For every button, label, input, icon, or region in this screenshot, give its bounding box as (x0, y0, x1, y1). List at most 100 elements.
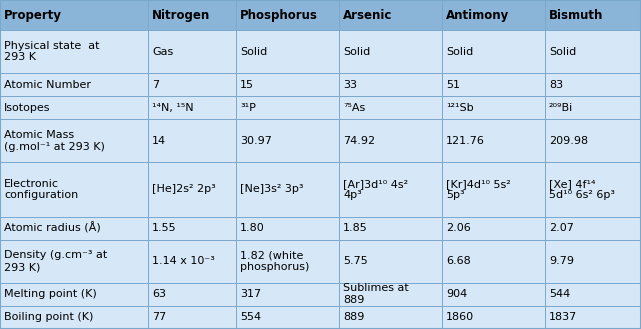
Bar (0, 119, 148, 162)
Text: 14: 14 (152, 136, 166, 146)
Bar (148, 283, 236, 306)
Bar (545, 119, 641, 162)
Bar (339, 216, 442, 240)
Text: 63: 63 (152, 289, 166, 299)
Bar (236, 73, 339, 96)
Text: 121.76: 121.76 (446, 136, 485, 146)
Bar (0, 240, 148, 283)
Bar (0, 283, 148, 306)
Bar (236, 96, 339, 119)
Text: Atomic Number: Atomic Number (4, 80, 91, 89)
Text: Electronic
configuration: Electronic configuration (4, 179, 78, 200)
Text: Physical state  at
293 K: Physical state at 293 K (4, 41, 99, 63)
Text: Gas: Gas (152, 46, 173, 57)
Bar (236, 306, 339, 329)
Bar (442, 162, 545, 216)
Bar (442, 0, 545, 30)
Text: [Ar]3d¹⁰ 4s²
4p³: [Ar]3d¹⁰ 4s² 4p³ (343, 179, 408, 200)
Bar (148, 216, 236, 240)
Bar (236, 283, 339, 306)
Bar (0, 162, 148, 216)
Text: 209.98: 209.98 (549, 136, 588, 146)
Text: ²⁰⁹Bi: ²⁰⁹Bi (549, 103, 573, 113)
Bar (236, 119, 339, 162)
Bar (545, 283, 641, 306)
Bar (236, 30, 339, 73)
Bar (0, 96, 148, 119)
Text: Solid: Solid (343, 46, 370, 57)
Bar (148, 0, 236, 30)
Text: [Xe] 4f¹⁴
5d¹⁰ 6s² 6p³: [Xe] 4f¹⁴ 5d¹⁰ 6s² 6p³ (549, 179, 615, 200)
Bar (148, 30, 236, 73)
Text: 7: 7 (152, 80, 159, 89)
Text: 77: 77 (152, 313, 166, 322)
Text: 1.55: 1.55 (152, 223, 177, 233)
Text: Density (g.cm⁻³ at
293 K): Density (g.cm⁻³ at 293 K) (4, 250, 107, 272)
Bar (148, 119, 236, 162)
Text: Phosphorus: Phosphorus (240, 9, 318, 22)
Bar (148, 240, 236, 283)
Bar (236, 162, 339, 216)
Text: 6.68: 6.68 (446, 256, 470, 266)
Bar (236, 240, 339, 283)
Text: 30.97: 30.97 (240, 136, 272, 146)
Text: Atomic radius (Å): Atomic radius (Å) (4, 222, 101, 234)
Bar (148, 162, 236, 216)
Bar (339, 119, 442, 162)
Bar (545, 216, 641, 240)
Text: Nitrogen: Nitrogen (152, 9, 210, 22)
Bar (148, 306, 236, 329)
Bar (0, 30, 148, 73)
Text: 51: 51 (446, 80, 460, 89)
Text: Solid: Solid (549, 46, 576, 57)
Text: 5.75: 5.75 (343, 256, 368, 266)
Text: 544: 544 (549, 289, 570, 299)
Text: Atomic Mass
(g.mol⁻¹ at 293 K): Atomic Mass (g.mol⁻¹ at 293 K) (4, 130, 105, 152)
Bar (339, 96, 442, 119)
Text: Arsenic: Arsenic (343, 9, 392, 22)
Text: Isotopes: Isotopes (4, 103, 51, 113)
Text: 1.82 (white
phosphorus): 1.82 (white phosphorus) (240, 250, 310, 272)
Text: [Ne]3s² 3p³: [Ne]3s² 3p³ (240, 185, 303, 194)
Text: [Kr]4d¹⁰ 5s²
5p³: [Kr]4d¹⁰ 5s² 5p³ (446, 179, 511, 200)
Text: 74.92: 74.92 (343, 136, 375, 146)
Text: [He]2s² 2p³: [He]2s² 2p³ (152, 185, 216, 194)
Bar (545, 73, 641, 96)
Text: ¹⁴N, ¹⁵N: ¹⁴N, ¹⁵N (152, 103, 194, 113)
Text: Antimony: Antimony (446, 9, 509, 22)
Text: ⁷⁵As: ⁷⁵As (343, 103, 365, 113)
Text: 317: 317 (240, 289, 261, 299)
Text: 904: 904 (446, 289, 467, 299)
Text: 2.06: 2.06 (446, 223, 470, 233)
Bar (442, 216, 545, 240)
Bar (0, 73, 148, 96)
Bar (442, 119, 545, 162)
Bar (442, 96, 545, 119)
Bar (545, 162, 641, 216)
Text: 2.07: 2.07 (549, 223, 574, 233)
Bar (339, 0, 442, 30)
Bar (339, 306, 442, 329)
Text: Melting point (K): Melting point (K) (4, 289, 97, 299)
Text: Bismuth: Bismuth (549, 9, 603, 22)
Text: 889: 889 (343, 313, 364, 322)
Bar (339, 162, 442, 216)
Bar (545, 30, 641, 73)
Text: Sublimes at
889: Sublimes at 889 (343, 284, 409, 305)
Text: 83: 83 (549, 80, 563, 89)
Text: Solid: Solid (240, 46, 267, 57)
Text: 9.79: 9.79 (549, 256, 574, 266)
Bar (545, 240, 641, 283)
Bar (0, 306, 148, 329)
Bar (148, 73, 236, 96)
Bar (442, 73, 545, 96)
Text: ³¹P: ³¹P (240, 103, 256, 113)
Text: 1.14 x 10⁻³: 1.14 x 10⁻³ (152, 256, 215, 266)
Bar (148, 96, 236, 119)
Bar (236, 0, 339, 30)
Bar (545, 0, 641, 30)
Bar (442, 306, 545, 329)
Bar (339, 30, 442, 73)
Text: 1.85: 1.85 (343, 223, 368, 233)
Bar (545, 96, 641, 119)
